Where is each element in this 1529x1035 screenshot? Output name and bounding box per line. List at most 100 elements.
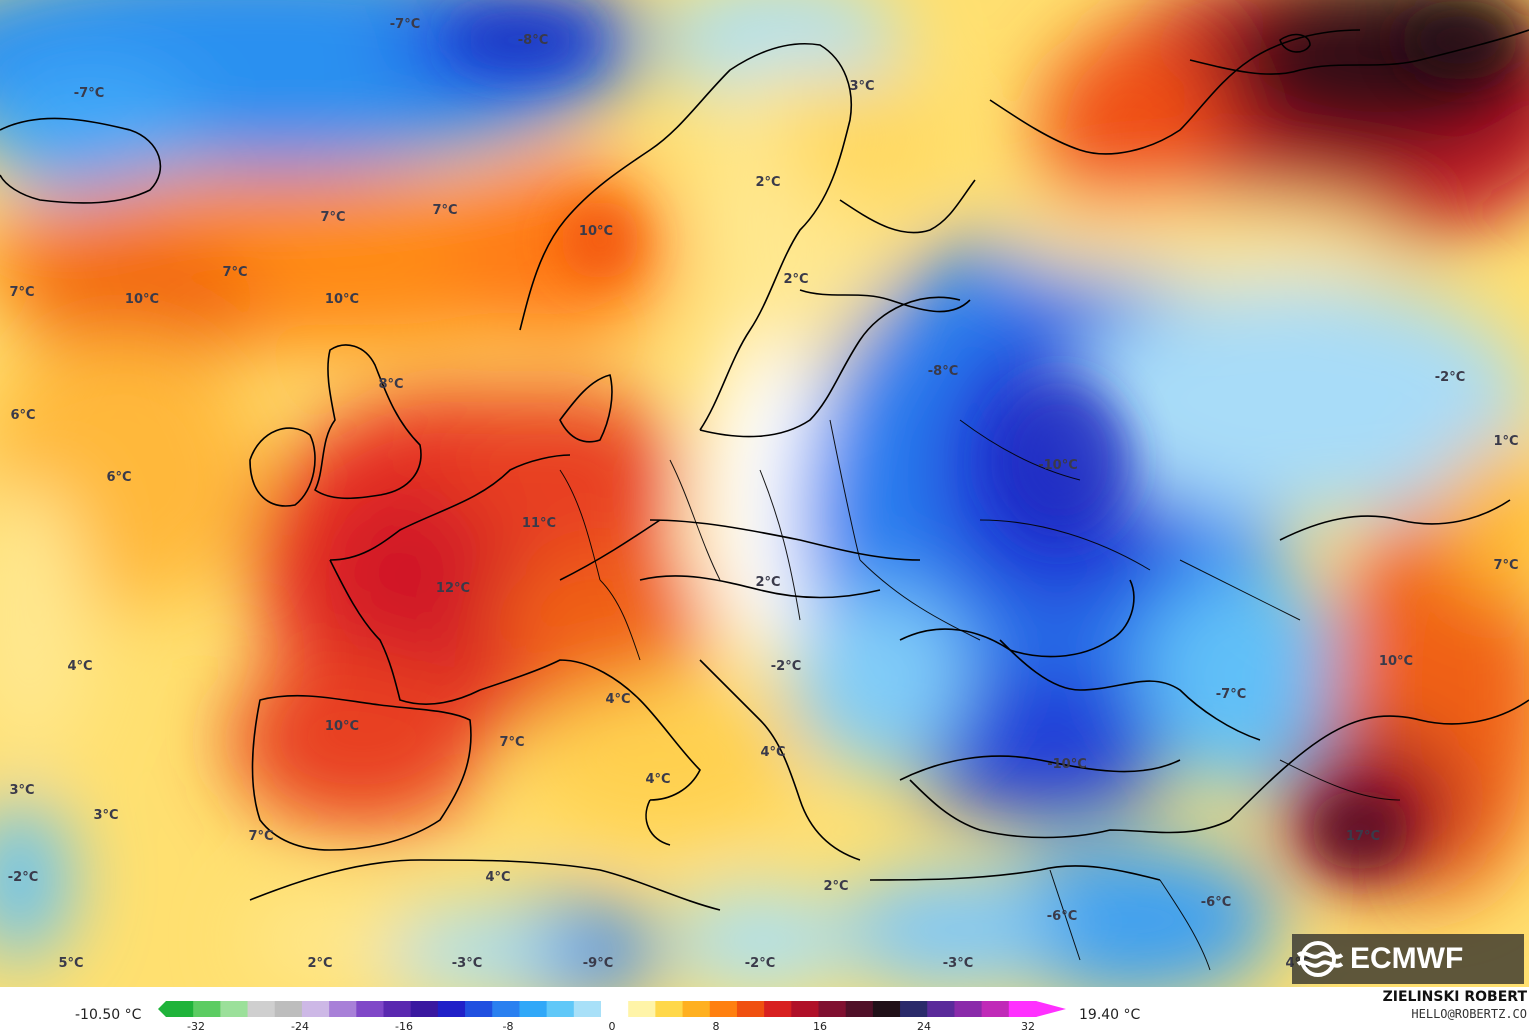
temperature-label: 3°C [9,783,34,798]
author-email: HELLO@ROBERTZ.CO [1411,1007,1527,1021]
temperature-label: 2°C [783,272,808,287]
temperature-label: -7°C [74,86,104,101]
color-bar-segment [301,1001,330,1017]
temperature-label: 7°C [248,829,273,844]
color-bar-left-arrow [158,1001,166,1017]
color-bar-segment [764,1001,792,1017]
temperature-label: 3°C [849,79,874,94]
temperature-label: 8°C [378,377,403,392]
country-borders [559,419,1401,971]
color-bar-segment [601,1001,629,1017]
temperature-label: 10°C [125,292,159,307]
color-bar-segment [573,1001,602,1017]
temperature-label: 3°C [93,808,118,823]
temperature-label: 4°C [605,692,630,707]
temperature-label: 10°C [325,719,359,734]
temperature-labels: -7°C -8°C -7°C 3°C 7°C 7°C 10°C 2°C 7°C 10°C 7°C 2°… [8,17,1519,971]
color-bar-tick-label: -24 [291,1020,309,1033]
color-bar-segment [818,1001,847,1017]
temperature-label: 4°C [67,659,92,674]
temperature-label: 7°C [222,265,247,280]
color-bar-segment [1008,1001,1037,1017]
color-bar-segment [845,1001,874,1017]
temperature-label: -8°C [928,364,958,379]
color-bar-segment [791,1001,819,1017]
temperature-anomaly-map: -7°C -8°C -7°C 3°C 7°C 7°C 10°C 2°C 7°C 10°C 7°C 2°… [0,0,1529,987]
coastlines [0,29,1529,911]
temperature-label: 7°C [9,285,34,300]
color-bar-segment [492,1001,520,1017]
color-bar-segment [872,1001,901,1017]
temperature-label: -2°C [8,870,38,885]
temperature-label: 10°C [579,224,613,239]
ecmwf-logo: ECMWF [1292,934,1524,984]
color-bar-segment [628,1001,656,1017]
temperature-label: 2°C [755,575,780,590]
temperature-label: 11°C [522,516,556,531]
color-bar-segment [329,1001,357,1017]
color-bar-segment [927,1001,955,1017]
color-bar-segment [954,1001,983,1017]
temperature-label: -7°C [390,17,420,32]
color-bar-segment [220,1001,249,1017]
color-bar [158,1001,1066,1017]
color-bar-tick-label: 16 [813,1020,827,1033]
color-bar-segment [655,1001,684,1017]
temperature-label: 17°C [1346,829,1380,844]
legend-min-value: -10.50 °C [75,1007,142,1023]
color-bar-segment [981,1001,1010,1017]
temperature-label: 6°C [106,470,131,485]
temperature-label: 2°C [823,879,848,894]
temperature-label: 10°C [325,292,359,307]
color-bar-segment [709,1001,738,1017]
color-bar-segment [383,1001,412,1017]
temperature-label: -3°C [943,956,973,971]
temperature-label: -6°C [1201,895,1231,910]
color-bar-right-arrow [1036,1001,1066,1017]
temperature-label: 7°C [1493,558,1518,573]
temperature-label: -6°C [1047,909,1077,924]
temperature-label: 2°C [307,956,332,971]
color-bar-tick-label: 32 [1021,1020,1035,1033]
temperature-label: 5°C [58,956,83,971]
temperature-label: 10°C [1379,654,1413,669]
temperature-label: 6°C [10,408,35,423]
color-bar-segment [465,1001,493,1017]
temperature-label: -2°C [745,956,775,971]
color-bar-tick-label: -32 [187,1020,205,1033]
temperature-label: 7°C [499,735,524,750]
color-bar-segment [682,1001,711,1017]
temperature-label: -9°C [583,956,613,971]
color-bar-segment [519,1001,548,1017]
color-bar-segment [274,1001,303,1017]
ecmwf-wave-icon [1296,941,1344,977]
legend-max-value: 19.40 °C [1079,1007,1141,1023]
temperature-label: 1°C [1493,434,1518,449]
color-bar-tick-label: 8 [712,1020,720,1033]
temperature-label: 4°C [485,870,510,885]
author-name: ZIELINSKI ROBERT [1382,989,1527,1005]
color-bar-segment [356,1001,384,1017]
logo-text: ECMWF [1350,942,1464,975]
color-bar-segment [247,1001,276,1017]
color-bar-tick-label: 24 [917,1020,931,1033]
temperature-label: -2°C [1435,370,1465,385]
temperature-label: 7°C [432,203,457,218]
color-bar-segment [166,1001,194,1017]
temperature-label: 4°C [645,772,670,787]
color-bar-tick-label: -8 [502,1020,514,1033]
color-bar-segment [410,1001,439,1017]
color-bar-segment [546,1001,575,1017]
temperature-label: -10°C [1038,458,1078,473]
color-bar-segment [193,1001,221,1017]
temperature-label: 4°C [760,745,785,760]
temperature-label: -8°C [518,33,548,48]
temperature-label: -10°C [1047,757,1087,772]
color-bar-segment [437,1001,466,1017]
temperature-label: -2°C [771,659,801,674]
temperature-label: 12°C [436,581,470,596]
temperature-detail [450,0,1520,870]
temperature-label: -7°C [1216,687,1246,702]
color-bar-segment [900,1001,928,1017]
color-bar-tick-label: -16 [395,1020,413,1033]
